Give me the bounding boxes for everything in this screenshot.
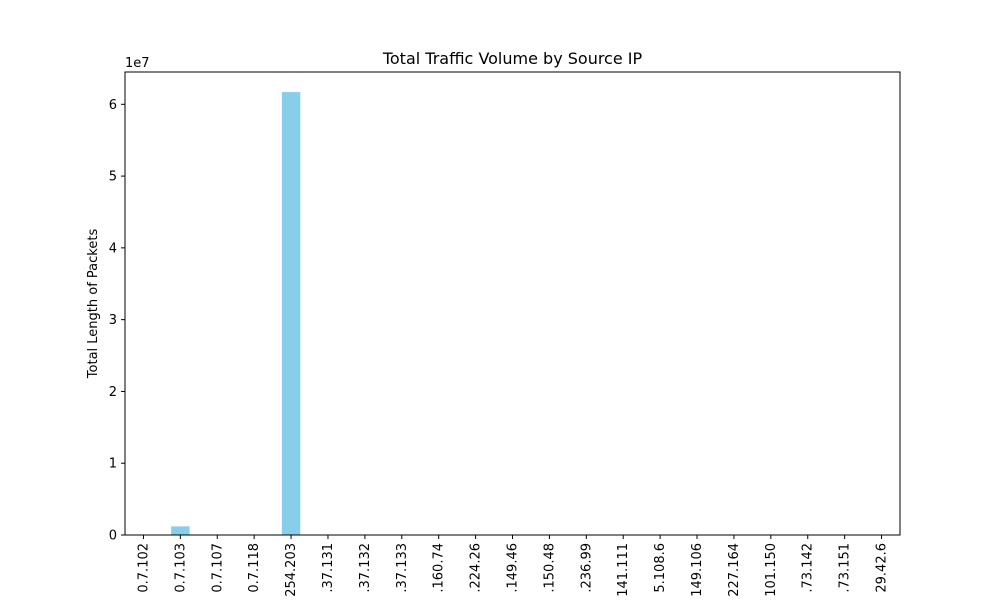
y-tick-label-6: 6 (109, 98, 117, 113)
y-axis-scale-label: 1e7 (125, 56, 150, 71)
y-tick-label-2: 2 (109, 385, 117, 400)
x-tick-label-0: 0.7.102 (136, 543, 151, 593)
y-tick-label-0: 0 (109, 529, 117, 544)
y-tick-label-5: 5 (109, 170, 117, 185)
bar-1 (171, 526, 190, 535)
x-tick-label-11: .150.48 (542, 543, 557, 593)
y-tick-label-4: 4 (109, 241, 117, 256)
x-tick-label-17: 101.150 (764, 543, 779, 597)
x-tick-label-14: 5.108.6 (653, 543, 668, 593)
y-tick-label-3: 3 (109, 313, 117, 328)
y-axis-label: Total Length of Packets (86, 229, 101, 380)
x-tick-label-16: 227.164 (727, 543, 742, 597)
x-tick-label-6: .37.132 (358, 543, 373, 593)
x-tick-label-1: 0.7.103 (173, 543, 188, 593)
bar-4 (281, 92, 301, 535)
x-tick-label-4: 254.203 (284, 543, 299, 597)
chart-title: Total Traffic Volume by Source IP (382, 49, 643, 68)
x-tick-label-13: 141.111 (616, 543, 631, 597)
x-axis-ticks: 0.7.102 0.7.103 0.7.107 0.7.118 254.203 .37.1… (136, 535, 890, 597)
plot-area-frame (124, 71, 901, 536)
x-tick-label-18: .73.142 (801, 543, 816, 593)
y-axis-ticks: 0 1 2 3 4 5 6 (109, 98, 125, 544)
x-tick-label-10: .149.46 (506, 543, 521, 593)
x-tick-label-20: 29.42.6 (875, 543, 890, 593)
x-tick-label-12: .236.99 (579, 543, 594, 593)
x-tick-label-9: .224.26 (469, 543, 484, 593)
x-tick-label-5: .37.131 (321, 543, 336, 593)
x-tick-label-2: 0.7.107 (210, 543, 225, 593)
y-tick-label-1: 1 (109, 457, 117, 472)
x-tick-label-19: .73.151 (838, 543, 853, 593)
bars-group (171, 92, 301, 535)
x-tick-label-15: 149.106 (690, 543, 705, 597)
x-tick-label-8: .160.74 (432, 543, 447, 593)
x-tick-label-3: 0.7.118 (247, 543, 262, 593)
x-tick-label-7: .37.133 (395, 543, 410, 593)
